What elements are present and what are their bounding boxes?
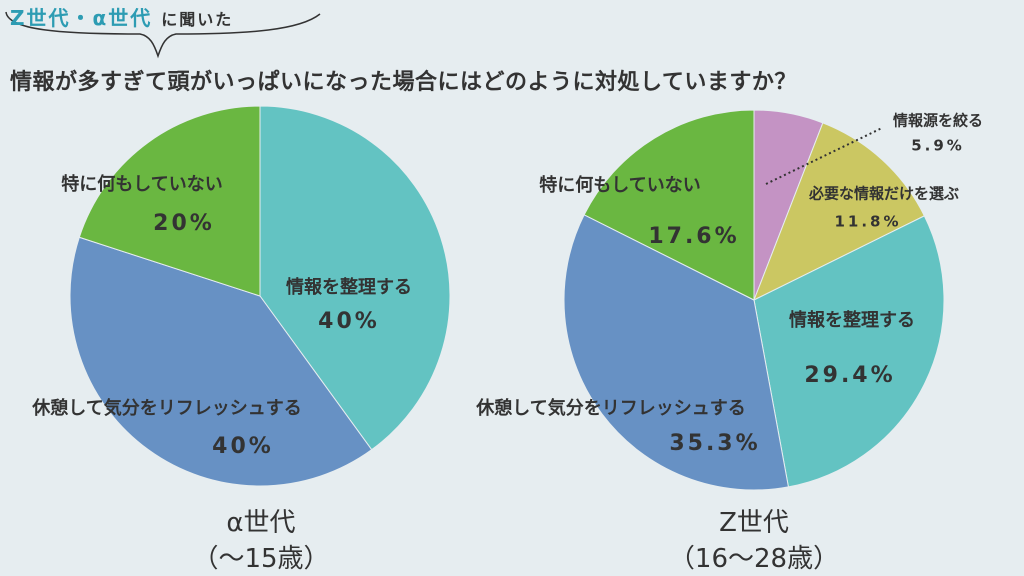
chart1-subtitle: （〜15歳） xyxy=(192,544,330,574)
question-title: 情報が多すぎて頭がいっぱいになった場合にはどのように対処していますか？ xyxy=(10,70,797,95)
chart2-slice-5-label: 特に何もしていない xyxy=(539,174,700,196)
header-underline xyxy=(5,11,321,59)
chart2-slice-3-value: 29.4% xyxy=(804,363,895,388)
chart1-slice-2 xyxy=(69,236,373,487)
chart2-slice-5 xyxy=(583,109,755,301)
chart2-slice-1-label: 情報源を絞る xyxy=(893,112,983,130)
chart1-title: α世代 xyxy=(226,508,296,538)
chart2-slice-3-label: 情報を整理する xyxy=(789,309,915,331)
chart2-slice-3 xyxy=(753,215,945,488)
chart2-subtitle: （16〜28歳） xyxy=(668,544,840,574)
chart2-slice-1-leader-line xyxy=(765,127,883,185)
chart1-slice-3-label: 特に何もしていない xyxy=(61,173,222,195)
chart1-slice-3-value: 20% xyxy=(153,211,215,236)
survey-tag: Z世代・α世代 に聞いた xyxy=(10,2,233,31)
chart2-slice-2-label: 必要な情報だけを選ぶ xyxy=(808,185,959,203)
chart1-slice-3 xyxy=(78,105,261,297)
tag-highlight: Z世代・α世代 xyxy=(10,6,153,30)
chart1-slice-2-label: 休憩して気分をリフレッシュする xyxy=(31,397,301,419)
chart2-slice-4 xyxy=(563,214,790,491)
tag-suffix: に聞いた xyxy=(161,10,234,29)
chart1-slice-1 xyxy=(259,105,451,451)
chart2-slice-4-value: 35.3% xyxy=(669,431,760,456)
chart1-slice-1-label: 情報を整理する xyxy=(286,276,412,298)
chart1-slice-1-value: 40% xyxy=(318,309,380,334)
chart2-slice-2 xyxy=(753,122,926,302)
chart2-title: Z世代 xyxy=(719,508,789,538)
chart2-slice-2-value: 11.8% xyxy=(834,213,901,231)
chart1-slice-2-value: 40% xyxy=(212,434,274,459)
chart2-slice-5-value: 17.6% xyxy=(648,224,739,249)
chart2-slice-1-value: 5.9% xyxy=(911,137,965,155)
chart2-slice-4-label: 休憩して気分をリフレッシュする xyxy=(475,397,745,419)
